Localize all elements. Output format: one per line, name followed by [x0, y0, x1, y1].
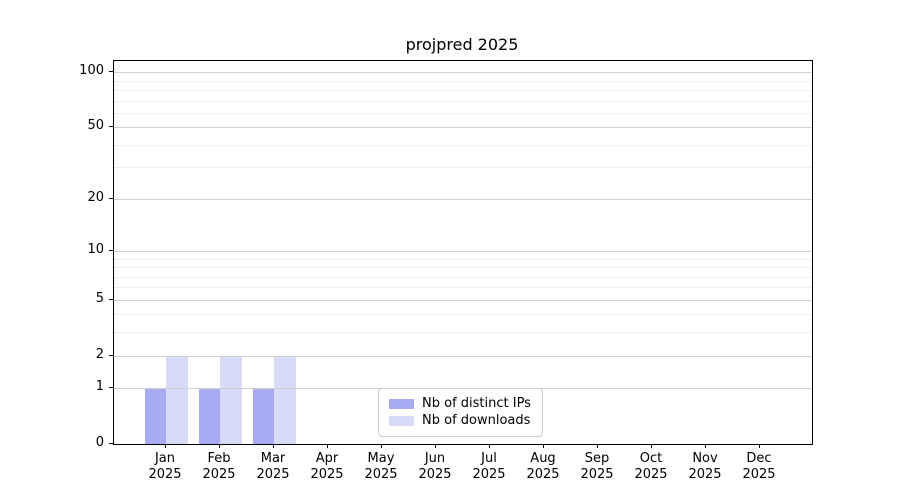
x-tick-label: Aug 2025: [526, 451, 560, 482]
y-gridline-minor: [114, 100, 812, 102]
bar: [220, 355, 242, 444]
x-tick-mark: [381, 444, 382, 448]
chart-title: projpred 2025: [405, 35, 519, 54]
y-tick-mark: [109, 387, 113, 389]
x-tick-label: Dec 2025: [742, 451, 776, 482]
y-gridline-minor: [114, 144, 812, 146]
y-gridline-minor: [114, 332, 812, 334]
x-tick-mark: [219, 444, 220, 448]
y-tick-label: 50: [87, 118, 104, 134]
x-tick-mark: [165, 444, 166, 448]
bar: [252, 388, 274, 444]
legend-label-distinct-ips: Nb of distinct IPs: [422, 396, 531, 412]
y-gridline-major: [114, 355, 812, 357]
bar: [166, 355, 188, 444]
x-tick-mark: [705, 444, 706, 448]
y-tick-label: 5: [95, 290, 104, 306]
y-gridline-minor: [114, 167, 812, 169]
legend: Nb of distinct IPs Nb of downloads: [378, 388, 543, 437]
x-tick-label: Mar 2025: [256, 451, 290, 482]
plot-area: [113, 60, 813, 445]
y-tick-label: 10: [87, 241, 104, 257]
x-tick-mark: [435, 444, 436, 448]
x-tick-mark: [327, 444, 328, 448]
y-tick-mark: [109, 443, 113, 444]
y-gridline-minor: [114, 276, 812, 278]
y-tick-mark: [109, 197, 113, 199]
x-tick-mark: [543, 444, 544, 448]
y-tick-label: 2: [95, 346, 104, 362]
x-tick-mark: [759, 444, 760, 448]
y-gridline-minor: [114, 89, 812, 91]
legend-swatch-downloads: [389, 415, 414, 426]
bar: [198, 388, 220, 444]
x-tick-label: Jan 2025: [148, 451, 182, 482]
legend-label-downloads: Nb of downloads: [422, 412, 531, 428]
legend-swatch-distinct-ips: [389, 399, 414, 410]
x-tick-mark: [489, 444, 490, 448]
y-gridline-minor: [114, 287, 812, 289]
y-gridline-minor: [114, 80, 812, 82]
y-tick-label: 0: [95, 435, 104, 450]
y-tick-mark: [109, 298, 113, 300]
y-gridline-minor: [114, 258, 812, 260]
legend-item: Nb of downloads: [389, 413, 532, 429]
y-tick-mark: [109, 126, 113, 128]
y-gridline-minor: [114, 267, 812, 268]
x-tick-label: Sep 2025: [580, 451, 614, 482]
x-tick-label: Feb 2025: [202, 451, 236, 482]
x-tick-label: May 2025: [364, 451, 398, 482]
y-tick-label: 1: [95, 379, 104, 395]
y-tick-mark: [109, 249, 113, 251]
bar: [144, 388, 166, 444]
bar: [274, 355, 296, 444]
y-gridline-minor: [114, 112, 812, 114]
y-gridline-minor: [114, 314, 812, 316]
y-gridline-major: [114, 127, 812, 129]
y-gridline-major: [114, 299, 812, 301]
y-tick-label: 20: [87, 189, 104, 205]
y-gridline-major: [114, 250, 812, 252]
x-tick-label: Apr 2025: [310, 451, 344, 482]
y-gridline-major: [114, 72, 812, 74]
x-tick-label: Nov 2025: [688, 451, 722, 482]
x-tick-mark: [273, 444, 274, 448]
x-tick-mark: [597, 444, 598, 448]
y-gridline-major: [114, 198, 812, 200]
y-tick-mark: [109, 354, 113, 356]
y-tick-label: 100: [79, 63, 104, 79]
x-tick-label: Oct 2025: [634, 451, 668, 482]
x-tick-label: Jul 2025: [472, 451, 506, 482]
legend-item: Nb of distinct IPs: [389, 396, 532, 412]
x-tick-label: Jun 2025: [418, 451, 452, 482]
x-tick-mark: [651, 444, 652, 448]
y-tick-mark: [109, 71, 113, 73]
